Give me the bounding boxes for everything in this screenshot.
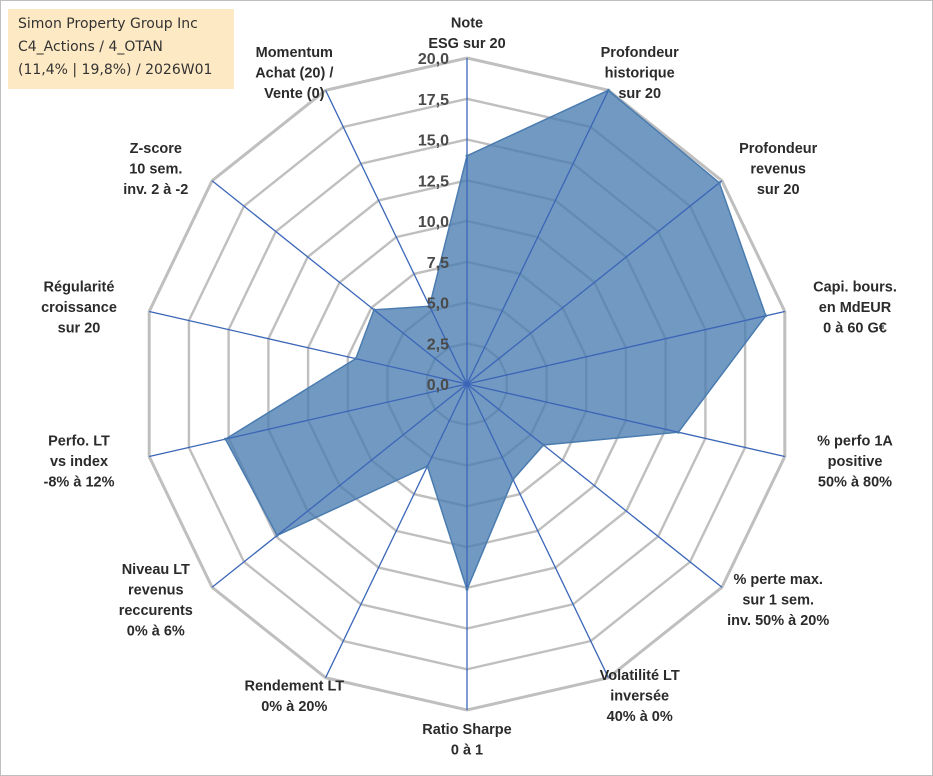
data-point [275,533,279,537]
axis-label-line: Achat (20) / [255,65,333,81]
axis-label-line: 0 à 60 G€ [823,321,887,337]
info-box: Simon Property Group Inc C4_Actions / 4_… [8,9,234,89]
tick-label: 20,0 [418,51,449,68]
axis-label-line: sur 20 [618,86,661,102]
axis-label: Niveau LT revenus reccurents 0% à 6% [119,562,193,640]
axis-label-line: croissance [41,300,117,316]
axis-label: Z-score 10 sem. inv. 2 à -2 [123,141,188,198]
axis-label-line: % perte max. [733,572,822,588]
axis-label-line: -8% à 12% [44,475,115,491]
data-point [465,587,469,591]
tick-label: 10,0 [418,214,449,231]
axis-label-line: Profondeur [601,45,679,61]
axis-spoke [211,180,468,385]
data-point [465,154,469,158]
tick-label: 5,0 [427,296,449,313]
axis-label: Ratio Sharpe 0 à 1 [422,722,511,759]
data-series-area [224,89,767,592]
axis-label-line: vs index [50,454,108,470]
axis-spoke [149,310,468,385]
axis-spoke [466,383,723,588]
axis-label-line: Perfo. LT [48,434,110,450]
axis-label-line: Profondeur [739,141,817,157]
axis-label-line: positive [828,454,883,470]
axis-label-line: Rendement LT [244,679,344,695]
data-point [676,430,680,434]
data-point [511,478,515,481]
data-point [717,181,721,185]
axis-label-line: Niveau LT [122,562,190,578]
data-point [764,314,768,318]
axis-label: Capi. bours. en MdEUR 0 à 60 G€ [813,280,897,337]
data-point [372,308,376,312]
axis-label-line: 10 sem. [129,161,182,177]
tick-label: 17,5 [418,92,449,109]
axis-label-line: Note [451,16,483,32]
axis-spoke [149,383,468,458]
axis-spoke [466,90,609,385]
axis-label: Note ESG sur 20 [428,16,505,53]
axis-label-line: Vente (0) [264,86,325,102]
axis-spoke [466,383,609,678]
axis-label-line: sur 20 [58,321,101,337]
axis-label: % perte max. sur 1 sem. inv. 50% à 20% [727,572,829,629]
data-point [606,88,610,92]
axis-label-line: inversée [610,689,669,705]
axis-label-line: Momentum [256,45,333,61]
axis-label-line: Ratio Sharpe [422,722,511,738]
axis-label-line: sur 20 [757,182,800,198]
tick-label: 15,0 [418,133,449,150]
axis-label-line: 0 à 1 [451,743,483,759]
tick-label: 7,5 [427,255,449,272]
axis-label-line: revenus [750,161,806,177]
tick-label: 2,5 [427,336,449,353]
data-point [428,304,431,308]
axis-label-line: 50% à 80% [818,475,892,491]
axis-label: Perfo. LT vs index -8% à 12% [44,434,115,491]
axis-label-line: 0% à 20% [261,699,327,715]
tick-label: 0,0 [427,377,449,394]
portfolio-path: C4_Actions / 4_OTAN [18,39,163,55]
axis-label: Profondeur revenus sur 20 [739,141,817,198]
axis-label-line: sur 1 sem. [742,593,814,609]
axis-label-line: Régularité [44,280,115,296]
axis-label-line: Volatilité LT [600,668,680,684]
axis-label: Régularité croissance sur 20 [41,280,117,337]
data-point [354,357,358,361]
axis-label-line: % perfo 1A [817,434,893,450]
company-name: Simon Property Group Inc [18,16,198,32]
axis-spoke [466,180,723,385]
tick-label: 12,5 [418,173,449,190]
performance-stats: (11,4% | 19,8%) / 2026W01 [18,62,213,78]
axis-label-line: Z-score [130,141,182,157]
axis-label: Momentum Achat (20) / Vente (0) [255,45,333,102]
axis-label-line: 40% à 0% [607,709,673,725]
axis-spoke [466,383,785,458]
axis-label-line: inv. 2 à -2 [123,182,188,198]
axis-label: Rendement LT 0% à 20% [244,679,344,716]
axis-label-line: Capi. bours. [813,280,897,296]
data-point [542,443,545,447]
axis-spoke [325,383,468,678]
axis-spoke [325,90,468,385]
axis-label-line: historique [605,65,675,81]
axis-label: Volatilité LT inversée 40% à 0% [600,668,680,725]
axis-label: % perfo 1A positive 50% à 80% [817,434,893,491]
axis-label-line: ESG sur 20 [428,36,505,52]
data-point [224,437,227,441]
axis-label: Profondeur historique sur 20 [601,45,679,102]
axis-label-line: reccurents [119,603,193,619]
axis-spoke [211,383,468,588]
axis-label-line: revenus [128,583,184,599]
axis-label-line: inv. 50% à 20% [727,613,829,629]
axis-label-line: en MdEUR [819,300,892,316]
axis-label-line: 0% à 6% [127,624,185,640]
axis-spoke [466,310,785,385]
data-point [425,464,429,468]
